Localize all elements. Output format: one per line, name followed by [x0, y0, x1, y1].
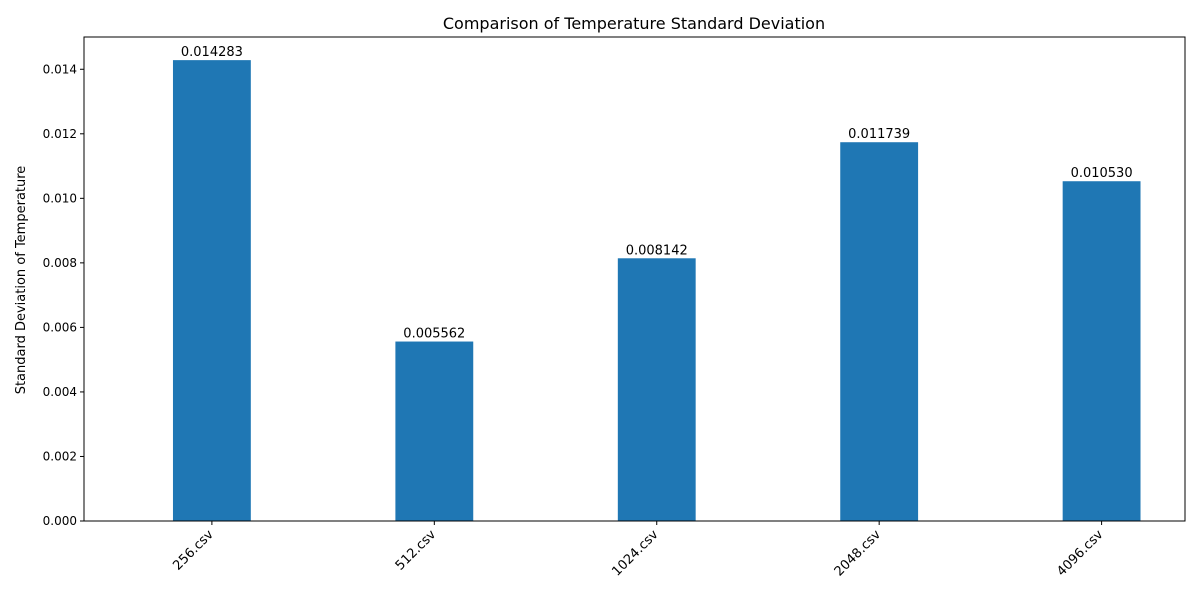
x-tick-label: 256.csv	[170, 527, 217, 574]
plot-frame	[83, 36, 1186, 522]
bar-value-label: 0.010530	[1071, 166, 1133, 181]
y-tick-label: 0.008	[43, 256, 77, 270]
x-tick-label: 512.csv	[393, 527, 440, 574]
y-tick-label: 0.002	[43, 449, 77, 463]
x-tick-label: 2048.csv	[832, 527, 884, 579]
bar	[1062, 181, 1141, 521]
bar-value-label: 0.005562	[403, 327, 465, 342]
bar	[617, 258, 696, 521]
bar-value-label: 0.011739	[848, 127, 910, 142]
chart-title: Comparison of Temperature Standard Devia…	[443, 14, 825, 33]
y-axis-label: Standard Deviation of Temperature	[14, 166, 29, 395]
x-tick-label: 1024.csv	[609, 527, 661, 579]
y-tick-label: 0.010	[43, 191, 77, 205]
x-tick-label: 4096.csv	[1054, 527, 1106, 579]
bar	[172, 60, 251, 522]
y-tick-label: 0.012	[43, 127, 77, 141]
y-tick-label: 0.014	[43, 62, 77, 76]
bar	[840, 142, 919, 521]
bars	[172, 60, 1141, 522]
y-tick-label: 0.000	[43, 514, 77, 528]
y-tick-label: 0.004	[43, 385, 77, 399]
bar	[395, 341, 474, 521]
bar-value-label: 0.008142	[626, 243, 688, 258]
y-tick-label: 0.006	[43, 320, 77, 334]
bar-value-labels: 0.014283 0.005562 0.008142 0.011739 0.010530	[181, 45, 1133, 341]
bar-value-label: 0.014283	[181, 45, 243, 60]
